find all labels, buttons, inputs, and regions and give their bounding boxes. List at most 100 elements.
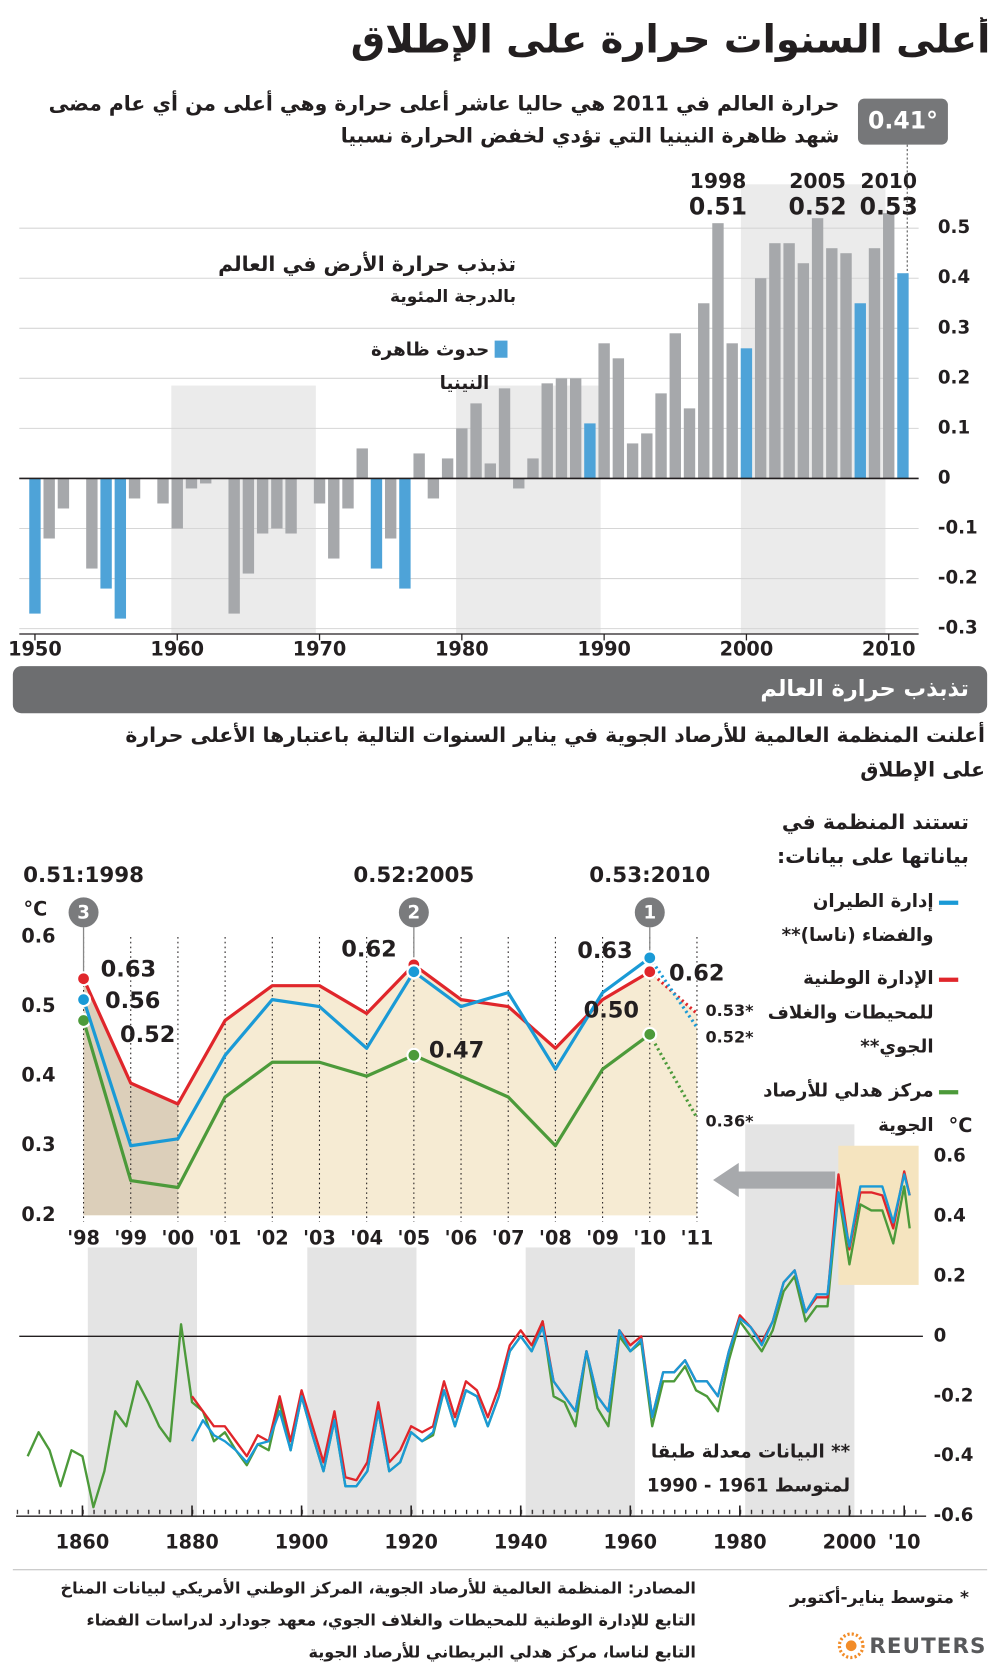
- y-tick-label: -0.6: [934, 1505, 974, 1526]
- bar: [100, 478, 112, 589]
- bar: [128, 478, 141, 499]
- x-tick-label: 1920: [384, 1530, 438, 1553]
- title-box: أعلى السنوات حرارة على الإطلاق: [350, 18, 991, 63]
- bar: [655, 393, 667, 479]
- badge-label: 0.51:1998: [23, 863, 144, 888]
- annotation-year: 2005: [789, 169, 846, 193]
- chart-subtitle-box: بالدرجة المئوية: [390, 286, 516, 306]
- badge: [398, 897, 429, 928]
- annotation-value: 0.53: [860, 192, 918, 220]
- bar: [641, 433, 653, 479]
- legend-heading-line-box: تستند المنظمة في: [781, 810, 969, 835]
- minor-ticks: [16, 1509, 926, 1517]
- bar: [811, 218, 824, 479]
- legend-label: الإدارة الوطنية للمحيطات والغلاف الجوي**: [767, 968, 934, 1058]
- y-tick-label: 0.3: [938, 317, 970, 338]
- point-marker: [76, 992, 92, 1008]
- x-tick-label: 1960: [603, 1530, 657, 1553]
- bar: [370, 478, 383, 569]
- legend-heading-line: بياناتها على بيانات:: [777, 844, 969, 869]
- badge-label: 0.53:2010: [589, 863, 710, 888]
- series-line: [82, 963, 651, 1106]
- title: أعلى السنوات حرارة على الإطلاق: [350, 18, 991, 63]
- x-tick-label: '99: [114, 1226, 147, 1249]
- x-tick-label: 1970: [293, 638, 347, 661]
- bar: [569, 378, 582, 479]
- y-tick-label: 0.1: [938, 417, 970, 438]
- bar: [612, 358, 625, 479]
- x-tick-label: '06: [445, 1226, 478, 1249]
- bar: [342, 478, 354, 509]
- y-tick-label: 0.2: [934, 1265, 966, 1286]
- description-line-box: على الإطلاق: [860, 758, 985, 782]
- point-label: 0.63: [101, 957, 156, 983]
- y-tick-label: 0.5: [938, 217, 970, 238]
- y-tick-label: 0.4: [21, 1064, 55, 1087]
- bar: [669, 333, 681, 479]
- annotation-value: 0.52: [789, 192, 847, 220]
- x-tick-label: 1940: [494, 1530, 548, 1553]
- legend-label: إدارة الطيران والفضاء (ناسا)**: [781, 890, 934, 947]
- intro-line: شهد ظاهرة النينيا التي تؤدي لخفض الحرارة…: [340, 124, 840, 148]
- x-tick-label: 1880: [165, 1530, 219, 1553]
- unit-label: °C: [949, 1114, 973, 1137]
- arrow: [713, 1162, 836, 1198]
- intro-line: حرارة العالم في 2011 هي حاليا عاشر أعلى …: [48, 92, 840, 116]
- x-tick-label: 1900: [275, 1530, 329, 1553]
- point-label: 0.53*: [706, 1001, 755, 1020]
- bar: [484, 463, 496, 479]
- bar: [441, 458, 454, 479]
- bar: [399, 478, 411, 589]
- point-label: 0.62: [669, 960, 724, 986]
- bar: [513, 478, 525, 489]
- legend-label-box: حدوث ظاهرة النينيا: [371, 340, 489, 395]
- bar: [29, 478, 41, 614]
- star-note: * متوسط يناير-أكتوبر: [789, 1586, 969, 1608]
- y-tick-label: -0.3: [938, 618, 978, 639]
- point-label: 0.62: [341, 936, 396, 962]
- bar: [185, 478, 198, 489]
- badge-rank: 3: [77, 902, 90, 923]
- chart-title-box: تذبذب حرارة الأرض في العالم: [218, 253, 516, 277]
- bar: [783, 243, 795, 479]
- source-line: المصادر: المنظمة العالمية للأرصاد الجوية…: [60, 1578, 696, 1598]
- legend-label-box: الإدارة الوطنية للمحيطات والغلاف الجوي**: [767, 968, 934, 1058]
- highlight-box: [838, 1145, 919, 1285]
- legend-swatch: [494, 340, 508, 358]
- series-line: [190, 1173, 911, 1488]
- badge-rank: 2: [408, 902, 421, 923]
- x-tick-label: 1980: [713, 1530, 767, 1553]
- y-tick-label: -0.4: [934, 1445, 974, 1466]
- bar: [754, 278, 767, 479]
- bar: [555, 378, 568, 479]
- bar: [256, 478, 269, 534]
- bar: [868, 248, 881, 479]
- description-line: أعلنت المنظمة العالمية للأرصاد الجوية في…: [125, 723, 986, 748]
- legend-label: مركز هدلي للأرصاد الجوية: [763, 1080, 934, 1137]
- point-marker: [642, 950, 658, 966]
- x-tick-label: 2000: [720, 638, 774, 661]
- bar: [769, 243, 781, 479]
- point-label: 0.56: [105, 988, 160, 1014]
- bar: [584, 423, 596, 479]
- unit-label: °C: [24, 898, 48, 921]
- x-tick-label: 1860: [56, 1530, 110, 1553]
- y-tick-label: 0.3: [21, 1133, 55, 1156]
- bar: [356, 448, 368, 479]
- footnote-line-box: ** البيانات معدلة طبقا: [651, 1441, 850, 1462]
- y-tick-label: 0.5: [21, 994, 55, 1017]
- point-label: 0.52*: [706, 1028, 755, 1047]
- bar: [498, 388, 511, 479]
- series-line: [82, 956, 651, 1148]
- series-line: [82, 1020, 651, 1190]
- x-tick-label: '05: [397, 1226, 430, 1249]
- intro-line-box: شهد ظاهرة النينيا التي تؤدي لخفض الحرارة…: [340, 124, 840, 148]
- legend-heading-line: تستند المنظمة في: [781, 810, 969, 835]
- x-tick-label: '98: [67, 1226, 100, 1249]
- y-tick-label: 0: [934, 1325, 947, 1346]
- source-line: التابع لناسا، مركز هدلي البريطاني للأرصا…: [308, 1642, 696, 1662]
- bar: [413, 453, 425, 479]
- y-tick-label: 0.6: [934, 1145, 966, 1166]
- legend-label-box: إدارة الطيران والفضاء (ناسا)**: [781, 890, 934, 947]
